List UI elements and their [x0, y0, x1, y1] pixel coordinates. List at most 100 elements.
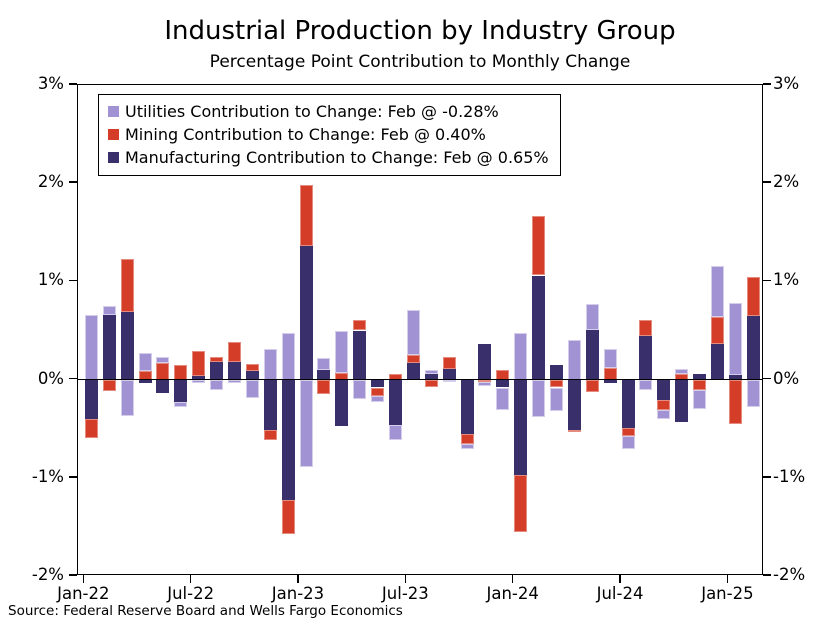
bar-segment-utilities	[639, 379, 653, 391]
bar-segment-manufacturing	[675, 379, 689, 422]
y-axis-tick	[69, 279, 77, 282]
x-axis-tick	[619, 575, 621, 583]
bar-segment-utilities	[156, 357, 170, 363]
bar-segment-mining	[639, 319, 653, 337]
legend-item-utilities: Utilities Contribution to Change: Feb @ …	[108, 100, 549, 123]
y-axis-tick	[763, 377, 771, 380]
bar-segment-manufacturing	[102, 314, 116, 380]
bar-segment-utilities	[353, 379, 367, 400]
plot-frame: Utilities Contribution to Change: Feb @ …	[77, 84, 763, 575]
bar-segment-utilities	[585, 304, 599, 330]
bar-segment-mining	[585, 379, 599, 393]
chart-subtitle: Percentage Point Contribution to Monthly…	[209, 52, 631, 72]
bar-segment-utilities	[460, 444, 474, 450]
bar-segment-utilities	[120, 379, 134, 416]
bar-segment-manufacturing	[299, 246, 313, 380]
bar-segment-utilities	[389, 424, 402, 441]
bar-segment-mining	[84, 418, 98, 438]
bar-segment-utilities	[335, 330, 349, 373]
bar-segment-utilities	[693, 390, 707, 410]
bar-segment-manufacturing	[711, 344, 724, 380]
legend-item-manufacturing: Manufacturing Contribution to Change: Fe…	[108, 146, 549, 169]
bar-segment-utilities	[621, 435, 635, 450]
bar-segment-manufacturing	[156, 379, 170, 394]
bar-segment-manufacturing	[192, 375, 206, 380]
bar-segment-mining	[657, 400, 671, 410]
bar-segment-manufacturing	[174, 379, 188, 403]
y-axis-label-left: -1%	[31, 466, 64, 486]
y-axis-tick	[763, 83, 771, 85]
bar-segment-mining	[281, 500, 295, 534]
bar-segment-utilities	[603, 349, 617, 368]
bar-segment-mining	[174, 364, 188, 380]
bar-segment-mining	[603, 367, 617, 380]
bar-segment-manufacturing	[353, 330, 367, 380]
bar-segment-manufacturing	[728, 374, 742, 380]
legend-label-manufacturing: Manufacturing Contribution to Change: Fe…	[125, 148, 549, 167]
bar-segment-manufacturing	[210, 361, 223, 380]
bar-segment-utilities	[317, 358, 331, 370]
mining-swatch-icon	[108, 129, 119, 140]
bar-segment-manufacturing	[478, 344, 492, 380]
bar-segment-utilities	[102, 306, 116, 315]
bar-segment-mining	[406, 355, 420, 363]
bar-segment-mining	[227, 342, 241, 362]
bar-segment-manufacturing	[496, 379, 510, 388]
bar-segment-utilities	[496, 387, 510, 411]
bar-segment-utilities	[711, 265, 724, 317]
bar-segment-mining	[371, 387, 385, 397]
y-axis-label-right: 3%	[773, 74, 800, 93]
y-axis-label-right: -1%	[773, 466, 806, 486]
bar-segment-utilities	[728, 303, 742, 375]
bar-segment-mining	[353, 319, 367, 331]
bar-segment-mining	[192, 351, 206, 376]
bar-segment-mining	[728, 379, 742, 424]
bar-segment-manufacturing	[442, 368, 456, 380]
bar-segment-manufacturing	[84, 379, 98, 419]
bar-segment-utilities	[550, 387, 563, 412]
bar-segment-mining	[621, 427, 635, 436]
legend-item-mining: Mining Contribution to Change: Feb @ 0.4…	[108, 123, 549, 146]
bar-segment-manufacturing	[371, 379, 385, 388]
bar-segment-mining	[210, 357, 223, 362]
bar-segment-utilities	[514, 332, 528, 380]
bar-segment-mining	[245, 363, 259, 371]
bar-segment-mining	[424, 379, 438, 388]
bar-segment-utilities	[424, 369, 438, 374]
x-axis-label: Jan-23	[271, 584, 325, 603]
bar-segment-mining	[156, 362, 170, 380]
x-axis-label: Jul-24	[596, 584, 644, 603]
manufacturing-swatch-icon	[108, 152, 119, 163]
bar-segment-manufacturing	[263, 379, 277, 430]
bar-segment-utilities	[567, 340, 581, 380]
bar-segment-mining	[263, 429, 277, 441]
y-axis-label-left: 2%	[37, 172, 64, 192]
x-axis-tick	[511, 575, 514, 583]
bar-segment-utilities	[371, 396, 385, 403]
bar-segment-manufacturing	[567, 379, 581, 430]
y-axis-label-right: 1%	[773, 270, 800, 290]
bar-segment-mining	[514, 474, 528, 532]
utilities-swatch-icon	[108, 106, 119, 117]
legend-label-utilities: Utilities Contribution to Change: Feb @ …	[125, 102, 499, 121]
bar-segment-manufacturing	[389, 379, 402, 425]
y-axis-tick	[763, 476, 771, 478]
bar-segment-mining	[693, 379, 707, 391]
bar-segment-utilities	[406, 309, 420, 356]
x-axis-tick	[189, 575, 192, 583]
bar-segment-manufacturing	[317, 369, 331, 380]
y-axis-label-left: 3%	[37, 74, 64, 93]
bar-segment-mining	[550, 379, 563, 388]
bar-segment-manufacturing	[603, 379, 617, 384]
x-axis-label: Jul-22	[167, 584, 215, 603]
bar-segment-utilities	[84, 314, 98, 380]
bar-segment-manufacturing	[424, 373, 438, 380]
bar-segment-manufacturing	[335, 379, 349, 426]
x-axis-label: Jan-25	[701, 584, 754, 603]
bar-segment-mining	[120, 258, 134, 312]
bar-segment-manufacturing	[621, 379, 635, 428]
bar-segment-manufacturing	[639, 336, 653, 380]
bar-segment-manufacturing	[550, 364, 563, 380]
bar-segment-mining	[442, 357, 456, 369]
